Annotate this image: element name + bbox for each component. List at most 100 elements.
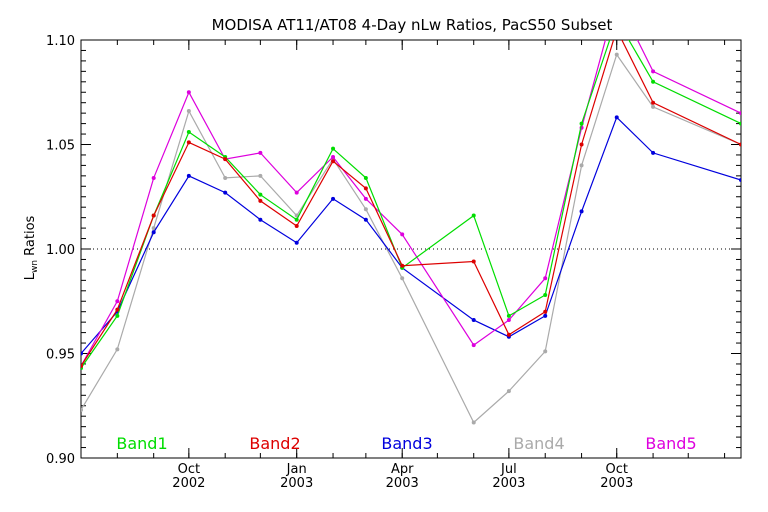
- data-point-band3: [223, 190, 228, 195]
- data-point-band3: [294, 240, 299, 245]
- data-point-band3: [739, 178, 741, 183]
- data-point-band4: [614, 52, 619, 57]
- data-point-band2: [471, 259, 476, 264]
- data-point-band5: [543, 276, 548, 281]
- y-tick-label: 0.90: [46, 452, 75, 467]
- data-point-band4: [651, 104, 656, 109]
- data-point-band4: [363, 207, 368, 212]
- data-point-band3: [258, 217, 263, 222]
- data-point-band1: [331, 146, 336, 151]
- series-line-band1: [81, 40, 741, 369]
- data-point-band5: [400, 232, 405, 237]
- svg-text:Lwn Ratios: Lwn Ratios: [23, 215, 40, 280]
- data-point-band4: [223, 175, 228, 180]
- data-point-band2: [186, 140, 191, 145]
- data-point-band4: [151, 226, 156, 231]
- data-point-band2: [294, 224, 299, 229]
- data-point-band4: [543, 349, 548, 354]
- data-point-band4: [471, 420, 476, 425]
- data-point-band3: [331, 196, 336, 201]
- data-point-band2: [258, 198, 263, 203]
- data-point-band2: [151, 213, 156, 218]
- data-point-band1: [579, 121, 584, 126]
- x-tick-label-year: 2003: [386, 476, 419, 491]
- data-point-band5: [739, 111, 741, 116]
- data-point-band1: [115, 313, 120, 318]
- data-point-band5: [115, 299, 120, 304]
- data-point-band2: [506, 332, 511, 337]
- y-tick-label: 1.10: [46, 34, 75, 49]
- data-point-band3: [471, 318, 476, 323]
- legend-label-band4: Band4: [513, 434, 564, 453]
- data-point-band3: [151, 230, 156, 235]
- x-tick-label-month: Oct: [178, 462, 200, 477]
- data-point-band5: [471, 343, 476, 348]
- data-point-band1: [651, 79, 656, 84]
- series-band3: [81, 115, 741, 356]
- data-point-band5: [294, 190, 299, 195]
- x-tick-label-month: Apr: [391, 462, 414, 477]
- data-point-band1: [363, 175, 368, 180]
- data-point-band3: [614, 115, 619, 120]
- data-point-band1: [615, 17, 619, 21]
- y-tick-label: 0.95: [46, 348, 75, 363]
- data-point-band4: [186, 109, 191, 114]
- legend-label-band2: Band2: [249, 434, 300, 453]
- data-point-band3: [81, 351, 83, 356]
- data-point-band4: [115, 347, 120, 352]
- series-band4: [81, 52, 741, 425]
- data-point-band2: [400, 263, 405, 268]
- series-line-band5: [81, 40, 741, 367]
- data-point-band2: [579, 142, 584, 147]
- data-point-band4: [258, 173, 263, 178]
- data-point-band3: [543, 313, 548, 318]
- data-point-band1: [294, 217, 299, 222]
- data-point-band2: [739, 142, 741, 147]
- data-point-band1: [471, 213, 476, 218]
- data-point-band5: [258, 150, 263, 155]
- data-point-band2: [81, 364, 83, 369]
- x-tick-label-year: 2003: [600, 476, 633, 491]
- data-point-band1: [739, 121, 741, 126]
- data-point-band2: [651, 100, 656, 105]
- data-point-band2: [115, 307, 120, 312]
- data-point-band2: [615, 28, 619, 32]
- data-point-band4: [579, 163, 584, 168]
- series-band1: [81, 17, 741, 371]
- x-tick-label-year: 2003: [492, 476, 525, 491]
- x-tick-label-year: 2002: [172, 476, 205, 491]
- data-point-band4: [81, 407, 83, 412]
- legend-label-band1: Band1: [116, 434, 167, 453]
- y-tick-label: 1.00: [46, 243, 75, 258]
- y-axis-label-main: L: [23, 272, 38, 280]
- x-tick-label-month: Jul: [500, 462, 517, 477]
- y-axis-label: Lwn Ratios: [23, 215, 40, 280]
- data-point-band5: [151, 175, 156, 180]
- chart-title: MODISA AT11/AT08 4-Day nLw Ratios, PacS5…: [212, 16, 613, 34]
- plot-area: 0.900.951.001.051.10Oct2002Jan2003Apr200…: [46, 17, 742, 491]
- x-tick-label-month: Oct: [605, 462, 627, 477]
- data-point-band2: [543, 309, 548, 314]
- data-point-band3: [651, 150, 656, 155]
- data-point-band5: [506, 318, 511, 323]
- data-point-band3: [579, 209, 584, 214]
- y-tick-label: 1.05: [46, 139, 75, 154]
- data-point-band3: [363, 217, 368, 222]
- data-point-band1: [543, 292, 548, 297]
- series-line-band2: [81, 40, 741, 367]
- series-band2: [81, 28, 741, 369]
- data-point-band2: [363, 186, 368, 191]
- y-axis-label-subscript: wn: [30, 260, 40, 273]
- data-point-band1: [186, 129, 191, 134]
- x-tick-label-year: 2003: [280, 476, 313, 491]
- data-point-band1: [506, 313, 511, 318]
- data-point-band2: [331, 159, 336, 164]
- data-point-band4: [400, 276, 405, 281]
- series-band5: [81, 40, 741, 369]
- data-point-band4: [506, 389, 511, 394]
- x-tick-label-month: Jan: [286, 462, 307, 477]
- data-point-band2: [223, 157, 228, 162]
- legend-label-band3: Band3: [381, 434, 432, 453]
- legend-label-band5: Band5: [645, 434, 696, 453]
